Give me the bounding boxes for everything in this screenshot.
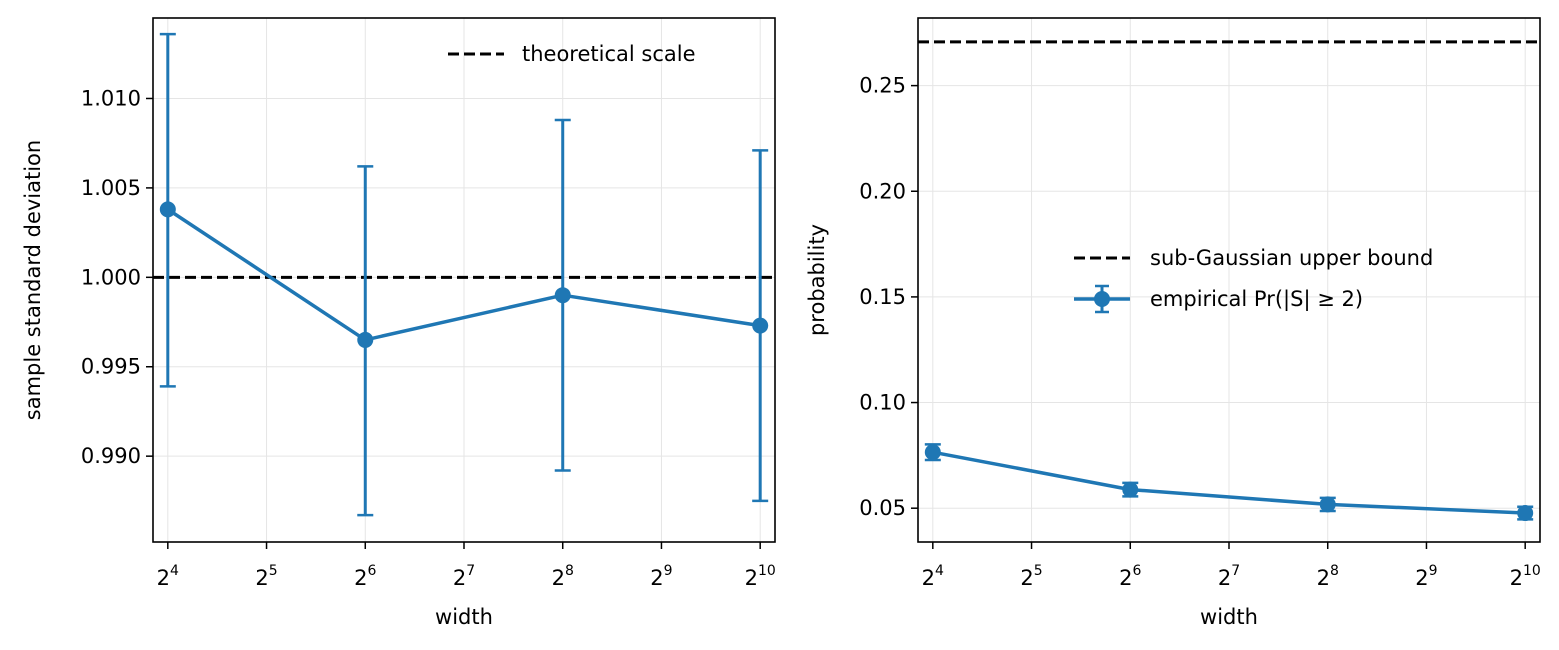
- series-line: [932, 450, 1526, 515]
- data-point: [554, 287, 571, 304]
- x-tick-exponent: 8: [1330, 563, 1339, 579]
- x-tick-base: 2: [1020, 566, 1033, 590]
- x-tick-label: 29: [1415, 563, 1437, 590]
- y-tick-label: 0.25: [859, 74, 906, 98]
- data-point: [924, 444, 941, 461]
- x-tick-exponent: 7: [1231, 563, 1240, 579]
- x-tick-exponent: 9: [664, 563, 673, 579]
- data-point: [1122, 481, 1139, 498]
- x-tick-label: 29: [650, 563, 672, 590]
- x-tick-base: 2: [1218, 566, 1231, 590]
- x-tick-exponent: 5: [269, 563, 278, 579]
- x-tick-base: 2: [255, 566, 268, 590]
- x-tick-base: 2: [650, 566, 663, 590]
- y-tick-label: 1.005: [81, 176, 141, 200]
- data-point: [1517, 505, 1534, 522]
- x-tick-exponent: 8: [565, 563, 574, 579]
- left-chart-panel: 24 25 26 27 28 29 2100.9900.9951.0001.0051.010…: [21, 17, 776, 629]
- x-tick-label: 28: [1317, 563, 1339, 590]
- data-point: [357, 331, 374, 348]
- y-tick-label: 1.000: [81, 265, 141, 289]
- x-tick-label: 26: [1119, 563, 1141, 590]
- y-tick-label: 0.10: [859, 391, 906, 415]
- x-tick-label: 27: [453, 563, 475, 590]
- x-tick-exponent: 6: [367, 563, 376, 579]
- x-axis-label: width: [435, 605, 493, 629]
- x-tick-base: 2: [1317, 566, 1330, 590]
- x-axis-label: width: [1200, 605, 1258, 629]
- x-tick-label: 210: [745, 563, 776, 590]
- x-tick-exponent: 4: [935, 563, 944, 579]
- legend-series-marker: [1094, 291, 1110, 307]
- data-point: [1319, 496, 1336, 513]
- y-axis-label: probability: [805, 224, 829, 336]
- x-tick-label: 210: [1510, 563, 1541, 590]
- x-tick-exponent: 10: [758, 563, 776, 579]
- data-point: [159, 201, 176, 218]
- x-tick-base: 2: [922, 566, 935, 590]
- x-tick-label: 28: [552, 563, 574, 590]
- x-tick-base: 2: [1119, 566, 1132, 590]
- y-tick-label: 0.05: [859, 496, 906, 520]
- x-tick-base: 2: [552, 566, 565, 590]
- y-tick-label: 0.990: [81, 444, 141, 468]
- x-tick-base: 2: [354, 566, 367, 590]
- legend-label: theoretical scale: [522, 42, 696, 66]
- y-axis-label: sample standard deviation: [21, 140, 45, 420]
- y-tick-label: 0.15: [859, 285, 906, 309]
- y-tick-label: 1.010: [81, 86, 141, 110]
- x-tick-base: 2: [453, 566, 466, 590]
- legend-label: sub-Gaussian upper bound: [1150, 246, 1433, 270]
- y-tick-label: 0.20: [859, 179, 906, 203]
- x-tick-label: 25: [1020, 563, 1042, 590]
- x-tick-exponent: 5: [1034, 563, 1043, 579]
- x-tick-label: 26: [354, 563, 376, 590]
- x-tick-label: 24: [922, 563, 944, 590]
- series-line: [166, 207, 761, 342]
- x-tick-base: 2: [1510, 566, 1523, 590]
- x-tick-exponent: 10: [1523, 563, 1541, 579]
- x-tick-base: 2: [1415, 566, 1428, 590]
- y-tick-label: 0.995: [81, 355, 141, 379]
- x-tick-base: 2: [157, 566, 170, 590]
- right-chart-panel: 24 25 26 27 28 29 2100.050.100.150.200.25width…: [805, 17, 1541, 629]
- x-tick-label: 24: [157, 563, 179, 590]
- x-tick-exponent: 9: [1429, 563, 1438, 579]
- x-tick-exponent: 7: [466, 563, 475, 579]
- x-tick-exponent: 6: [1132, 563, 1141, 579]
- x-tick-base: 2: [745, 566, 758, 590]
- data-point: [752, 317, 769, 334]
- x-tick-label: 27: [1218, 563, 1240, 590]
- x-tick-exponent: 4: [170, 563, 179, 579]
- x-tick-label: 25: [255, 563, 277, 590]
- legend-label: empirical Pr(|S| ≥ 2): [1150, 287, 1363, 312]
